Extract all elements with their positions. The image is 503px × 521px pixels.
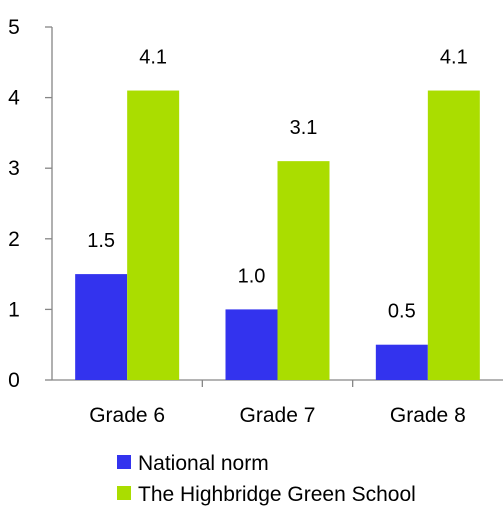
x-axis: Grade 6 Grade 7 Grade 8 <box>52 379 503 427</box>
x-category-label: Grade 8 <box>390 404 466 427</box>
legend: National norm The Highbridge Green School <box>117 452 416 506</box>
data-label: 4.1 <box>139 47 167 69</box>
y-tick-label: 0 <box>8 369 20 392</box>
x-category-label: Grade 6 <box>89 404 165 427</box>
legend-swatch <box>117 455 131 469</box>
bars <box>75 90 480 380</box>
legend-swatch <box>117 486 131 500</box>
bar-grade-6-series-2 <box>127 90 180 380</box>
legend-label: The Highbridge Green School <box>138 483 416 506</box>
y-tick-label: 2 <box>8 228 20 251</box>
bar-grade-7-series-1 <box>225 309 278 380</box>
bar-grade-8-series-1 <box>375 344 428 380</box>
y-tick-label: 1 <box>8 298 20 321</box>
y-tick-label: 4 <box>8 87 20 110</box>
y-axis: 0 1 2 3 4 5 <box>8 16 53 392</box>
data-label: 0.5 <box>388 301 416 323</box>
data-label: 4.1 <box>440 47 468 69</box>
x-category-label: Grade 7 <box>240 404 316 427</box>
y-tick-label: 3 <box>8 157 20 180</box>
legend-label: National norm <box>138 452 269 475</box>
data-label: 1.5 <box>87 230 115 252</box>
bar-grade-8-series-2 <box>427 90 480 380</box>
bar-grade-6-series-1 <box>75 274 128 380</box>
data-label: 3.1 <box>290 117 318 139</box>
data-label: 1.0 <box>238 265 266 287</box>
data-labels: 1.5 4.1 1.0 3.1 0.5 4.1 <box>87 47 467 323</box>
bar-grade-7-series-2 <box>277 161 330 380</box>
y-tick-label: 5 <box>8 16 20 39</box>
